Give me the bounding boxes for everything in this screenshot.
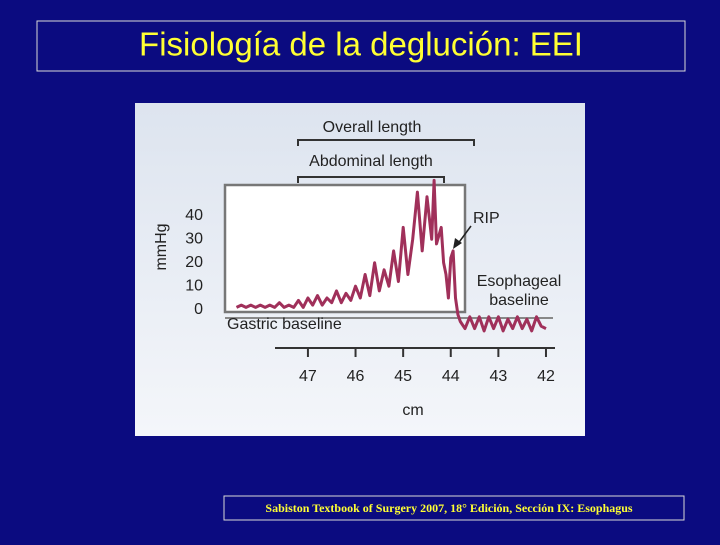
y-tick-label: 10 xyxy=(185,277,203,294)
x-axis-label: cm xyxy=(402,402,423,419)
x-tick-label: 43 xyxy=(489,368,507,385)
citation: Sabiston Textbook of Surgery 2007, 18° E… xyxy=(265,501,633,515)
y-tick-label: 40 xyxy=(185,207,203,224)
overall-bracket xyxy=(297,139,475,146)
abdominal-bracket xyxy=(297,176,445,183)
citation-box xyxy=(223,495,685,521)
x-tick-label: 45 xyxy=(394,368,412,385)
y-tick-label: 20 xyxy=(185,254,203,271)
y-axis-label: mmHg xyxy=(153,223,170,270)
annotation: Abdominal length xyxy=(309,153,433,170)
pressure-trace xyxy=(235,178,547,333)
x-tick-label: 46 xyxy=(347,368,365,385)
rip-arrowhead xyxy=(453,238,462,249)
y-tick-label: 30 xyxy=(185,230,203,247)
chart: 0 10 20 30 40 mmHg 47 46 45 44 43 42 cm Overall lengt… xyxy=(153,119,561,419)
annotation: Gastric baseline xyxy=(227,316,342,333)
slide-title: Fisiología de la deglución: EEI xyxy=(139,26,583,63)
annotation: RIP xyxy=(473,210,500,227)
x-tick-label: 42 xyxy=(537,368,555,385)
annotation: Esophageal xyxy=(477,273,562,290)
title-box xyxy=(36,20,686,72)
x-tick-label: 44 xyxy=(442,368,460,385)
x-tick-label: 47 xyxy=(299,368,317,385)
annotation: Overall length xyxy=(323,119,422,136)
annotation: baseline xyxy=(489,292,549,309)
y-tick-label: 0 xyxy=(194,301,203,318)
